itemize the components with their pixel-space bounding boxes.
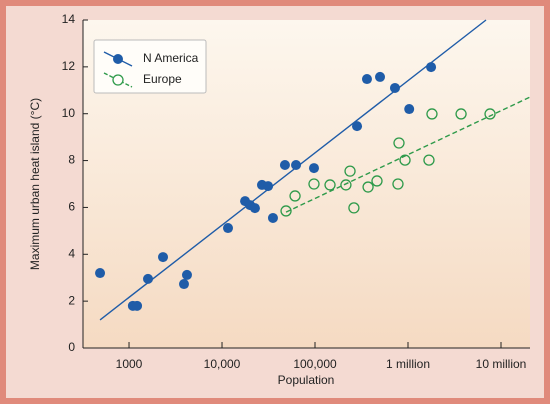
x-tick-label: 1 million [386, 357, 430, 371]
x-tick-label: 1000 [116, 357, 143, 371]
y-tick-label: 2 [68, 293, 75, 307]
x-tick-label: 10,000 [204, 357, 241, 371]
y-tick-label: 6 [68, 200, 75, 214]
legend-label: N America [143, 51, 199, 65]
point [223, 223, 234, 234]
trend-line [99, 19, 487, 321]
point [423, 154, 435, 166]
point [291, 160, 302, 171]
point [95, 268, 106, 279]
legend-label: Europe [143, 72, 182, 86]
point [362, 181, 374, 193]
point [352, 121, 363, 132]
point [158, 252, 169, 263]
legend-marker [112, 74, 124, 86]
point [340, 179, 352, 191]
point [404, 104, 415, 115]
point [375, 71, 386, 82]
point [371, 175, 383, 187]
point [178, 279, 189, 290]
point [389, 82, 400, 93]
point [181, 269, 192, 280]
point [361, 74, 372, 85]
point [143, 273, 154, 284]
y-tick-label: 12 [62, 59, 76, 73]
point [344, 165, 356, 177]
point [324, 179, 336, 191]
point [399, 154, 411, 166]
point [280, 205, 292, 217]
point [308, 163, 319, 174]
x-tick-label: 10 million [476, 357, 527, 371]
point [393, 137, 405, 149]
point [263, 181, 274, 192]
point [392, 178, 404, 190]
point [484, 108, 496, 120]
trend-line [285, 96, 531, 213]
point [426, 108, 438, 120]
point [455, 108, 467, 120]
y-tick-label: 0 [68, 340, 75, 354]
point [267, 212, 278, 223]
x-tick-label: 100,000 [293, 357, 337, 371]
y-axis-label: Maximum urban heat island (°C) [28, 98, 42, 270]
point [289, 190, 301, 202]
point [348, 202, 360, 214]
y-tick-label: 10 [62, 106, 76, 120]
point [249, 203, 260, 214]
point [426, 62, 437, 73]
y-tick-label: 8 [68, 153, 75, 167]
y-tick-label: 14 [62, 12, 76, 26]
point [279, 160, 290, 171]
y-tick-label: 4 [68, 246, 75, 260]
legend-marker [113, 54, 123, 64]
point [132, 300, 143, 311]
point [308, 178, 320, 190]
x-axis-label: Population [278, 373, 335, 387]
